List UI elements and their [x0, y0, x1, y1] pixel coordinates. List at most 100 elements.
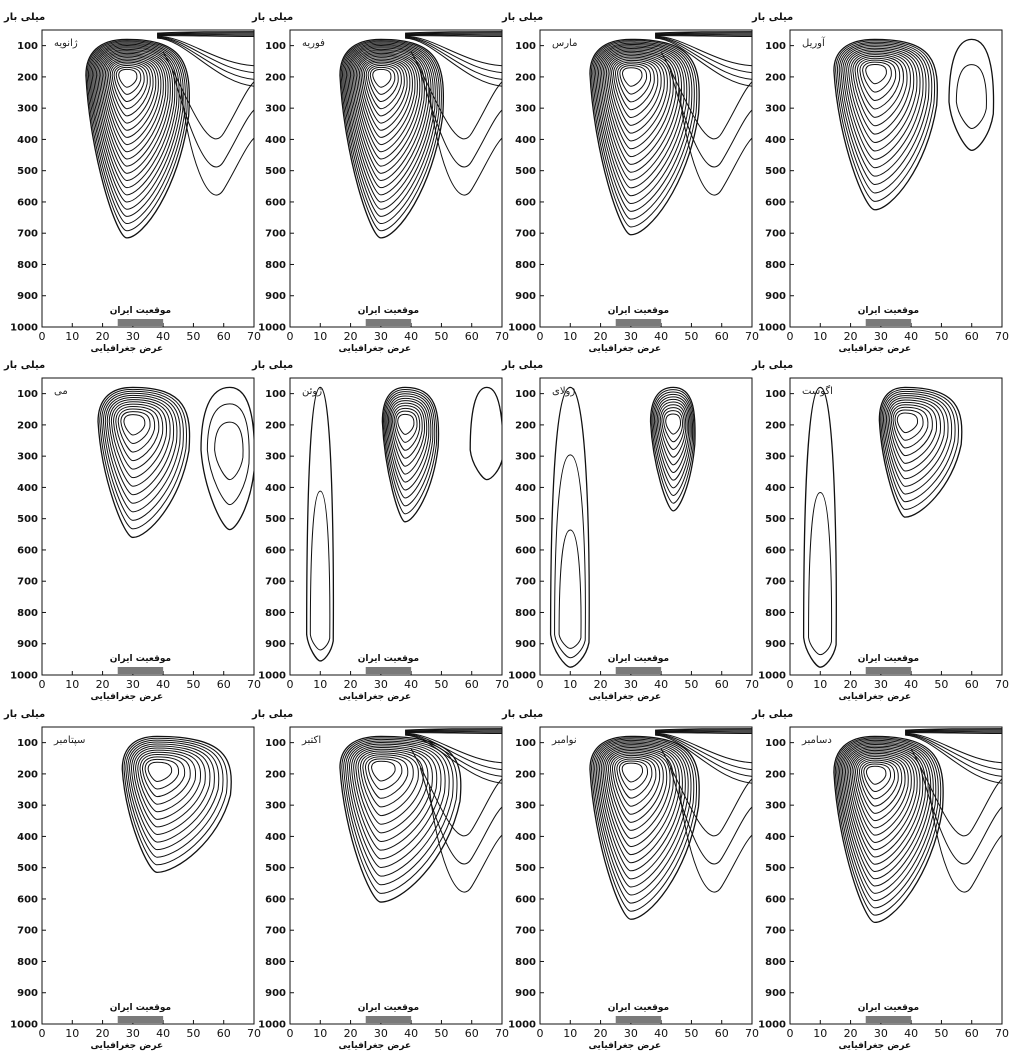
iran-location-bar — [365, 319, 412, 326]
jet-contour-line — [405, 730, 502, 732]
contour-line — [90, 43, 182, 210]
y-tick-label: 700 — [515, 229, 536, 240]
contour-line — [808, 492, 833, 656]
x-axis-label: عرض جغرافیایی — [588, 344, 661, 354]
x-tick-label: 60 — [965, 1027, 979, 1040]
contour-line — [881, 390, 956, 503]
contour-line — [865, 63, 887, 85]
y-tick-label: 600 — [765, 894, 786, 905]
contour-line — [381, 386, 440, 523]
y-tick-label: 200 — [765, 72, 786, 83]
x-tick-label: 30 — [374, 1027, 388, 1040]
jet-contour-line — [655, 734, 752, 777]
y-tick-label: 200 — [765, 769, 786, 780]
y-tick-label: 1000 — [758, 1020, 786, 1031]
x-tick-label: 70 — [995, 330, 1009, 343]
contour-line — [665, 413, 682, 435]
x-tick-label: 20 — [96, 1027, 110, 1040]
x-tick-label: 30 — [126, 330, 140, 343]
contour-line — [362, 60, 408, 124]
iran-location-bar — [117, 1016, 164, 1023]
contour-line — [358, 57, 413, 138]
contour-line — [306, 386, 335, 662]
iran-location-bar — [615, 667, 662, 674]
y-tick-label: 900 — [265, 639, 286, 650]
contour-line — [655, 396, 691, 481]
y-tick-label: 600 — [17, 894, 38, 905]
y-tick-label: 300 — [17, 801, 38, 812]
contour-line — [609, 56, 665, 134]
contour-line — [880, 388, 959, 510]
contour-chart: میلی بار 100 200 300 400 500 600 700 800 900 10000… — [3, 709, 261, 1051]
contour-line — [607, 751, 668, 831]
y-tick-label: 800 — [17, 608, 38, 619]
contour-chart: میلی بار 100 200 300 400 500 600 700 800 900 10000… — [501, 12, 759, 354]
y-tick-label: 900 — [17, 291, 38, 302]
plot-frame — [289, 726, 503, 1025]
y-tick-label: 900 — [265, 291, 286, 302]
secondary-contour-line — [162, 51, 254, 140]
jet-contour-line — [655, 731, 752, 733]
x-tick-label: 10 — [65, 1027, 79, 1040]
contour-line — [139, 754, 191, 805]
contour-group — [121, 735, 232, 874]
x-tick-label: 70 — [247, 1027, 261, 1040]
x-tick-label: 70 — [995, 678, 1009, 691]
contour-line — [395, 410, 418, 443]
contour-line — [125, 739, 224, 858]
jet-contour-line — [905, 733, 1002, 770]
secondary-contour-line — [919, 767, 1002, 865]
contour-line — [343, 738, 454, 886]
contour-group — [549, 386, 696, 668]
x-tick-label: 50 — [186, 678, 200, 691]
x-tick-label: 10 — [563, 678, 577, 691]
y-tick-label: 400 — [17, 832, 38, 843]
contour-chart: میلی بار 100 200 300 400 500 600 700 800 900 10000… — [251, 12, 509, 354]
jet-contour-line — [405, 33, 502, 35]
y-tick-label: 700 — [265, 229, 286, 240]
secondary-contour-line — [910, 748, 1002, 837]
x-tick-label: 40 — [404, 1027, 418, 1040]
jet-contour-line — [405, 36, 502, 73]
y-tick-label: 400 — [17, 483, 38, 494]
contour-chart: میلی بار 100 200 300 400 500 600 700 800 900 10000… — [251, 709, 509, 1051]
x-tick-label: 0 — [787, 1027, 794, 1040]
plot-frame — [289, 29, 503, 328]
contour-panel: میلی بار 100 200 300 400 500 600 700 800 900 1000 0… — [498, 2, 759, 354]
x-axis-label: عرض جغرافیایی — [838, 344, 911, 354]
x-tick-label: 40 — [904, 330, 918, 343]
contour-line — [611, 58, 662, 126]
x-tick-label: 10 — [563, 1027, 577, 1040]
contour-group — [97, 386, 254, 539]
contour-line — [365, 63, 402, 110]
contour-line — [656, 398, 690, 474]
contour-line — [91, 44, 180, 203]
y-tick-label: 800 — [265, 957, 286, 968]
x-tick-label: 40 — [156, 1027, 170, 1040]
x-tick-label: 60 — [965, 678, 979, 691]
contour-line — [862, 61, 892, 93]
y-tick-label: 100 — [265, 389, 286, 400]
y-tick-label: 900 — [765, 639, 786, 650]
y-tick-label: 800 — [265, 260, 286, 271]
contour-line — [837, 739, 937, 902]
y-tick-label: 800 — [765, 608, 786, 619]
jet-contour-line — [405, 733, 502, 770]
x-tick-label: 60 — [217, 1027, 231, 1040]
y-tick-label: 300 — [17, 104, 38, 115]
contour-line — [889, 401, 938, 464]
x-tick-label: 30 — [126, 678, 140, 691]
jet-contour-line — [157, 31, 254, 34]
plot-frame — [789, 377, 1003, 676]
contour-line — [609, 753, 664, 823]
x-tick-label: 0 — [537, 678, 544, 691]
y-tick-label: 200 — [515, 72, 536, 83]
x-tick-label: 30 — [874, 330, 888, 343]
jet-contour-line — [157, 33, 254, 35]
y-tick-label: 900 — [515, 291, 536, 302]
contour-panel: میلی بار 100 200 300 400 500 600 700 800 900 1000 0… — [498, 699, 759, 1051]
y-tick-label: 500 — [765, 514, 786, 525]
contour-line — [838, 43, 930, 186]
contour-line — [839, 741, 934, 894]
contour-panel: میلی بار 100 200 300 400 500 600 700 800 900 1000 0… — [498, 350, 759, 702]
